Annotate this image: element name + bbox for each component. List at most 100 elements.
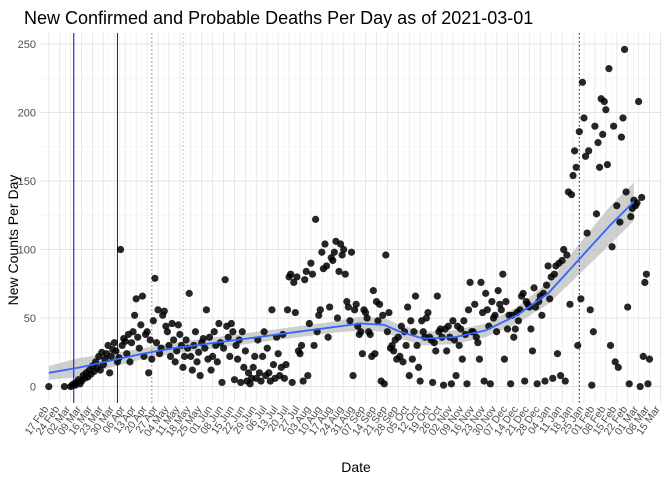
data-point [351, 306, 359, 314]
data-point [209, 352, 217, 361]
data-point [219, 344, 228, 352]
data-point [221, 276, 229, 284]
data-point [287, 270, 295, 278]
y-axis-title: New Counts Per Day [5, 175, 21, 306]
data-point [230, 376, 239, 384]
data-point [602, 106, 610, 114]
data-point [503, 325, 512, 333]
data-point [594, 139, 602, 147]
data-point [497, 306, 505, 314]
data-point [126, 358, 134, 366]
data-point [458, 355, 466, 363]
data-point [549, 374, 557, 382]
data-point [357, 328, 365, 336]
data-point [268, 306, 276, 314]
data-point [380, 380, 388, 388]
data-point [600, 97, 608, 106]
data-point [447, 380, 455, 388]
data-point [205, 333, 214, 341]
data-point [226, 352, 234, 361]
data-point [500, 355, 509, 363]
data-point [443, 347, 451, 355]
data-point [614, 363, 622, 371]
data-point [592, 210, 601, 218]
data-point [499, 270, 507, 278]
data-point [622, 188, 630, 196]
data-point [104, 341, 112, 350]
data-point [179, 363, 187, 371]
data-point [399, 358, 407, 366]
data-point [165, 341, 173, 350]
data-point [452, 371, 460, 380]
data-point [123, 350, 131, 358]
data-point [338, 251, 346, 259]
data-point [304, 371, 312, 380]
data-point [215, 319, 223, 328]
data-point [207, 366, 215, 374]
data-point [301, 276, 309, 284]
data-point [265, 369, 273, 377]
data-point [407, 317, 415, 325]
data-point [532, 303, 540, 311]
data-point [502, 297, 510, 306]
data-point [546, 295, 554, 303]
data-point [137, 321, 145, 329]
data-point [154, 306, 162, 314]
data-point [121, 337, 129, 345]
data-point [494, 287, 502, 295]
data-point [371, 350, 379, 358]
data-point [174, 321, 182, 329]
data-point [466, 278, 474, 287]
data-point [369, 287, 377, 295]
data-point [572, 163, 580, 171]
x-axis-title: Date [341, 459, 371, 475]
data-point [194, 348, 203, 356]
data-point [308, 270, 317, 278]
data-point [397, 322, 406, 330]
data-point [329, 256, 337, 265]
data-point [196, 371, 204, 380]
data-point [312, 215, 320, 223]
data-point [349, 371, 357, 380]
data-point [588, 381, 596, 389]
data-point [510, 333, 518, 341]
data-point [60, 382, 69, 391]
data-point [132, 295, 140, 303]
data-point [210, 328, 218, 336]
data-point [463, 380, 471, 388]
data-point [187, 352, 195, 361]
data-point [569, 171, 577, 180]
data-point [591, 122, 599, 130]
data-point [571, 147, 579, 155]
data-point [257, 377, 265, 385]
data-point [274, 350, 282, 358]
data-point [416, 377, 424, 385]
data-point [644, 380, 652, 388]
data-point [160, 307, 168, 315]
data-point [610, 122, 618, 130]
data-point [633, 199, 641, 207]
data-point [645, 355, 654, 363]
data-point [641, 278, 649, 287]
data-point [457, 325, 465, 333]
data-point [538, 311, 546, 319]
data-point [344, 303, 352, 311]
data-point [182, 336, 190, 344]
data-point [541, 377, 549, 385]
data-point [283, 306, 292, 314]
data-point [315, 311, 323, 319]
data-point [603, 160, 611, 169]
data-point [244, 369, 253, 377]
y-tick-label: 250 [18, 39, 36, 51]
data-point [385, 308, 393, 317]
data-point [299, 377, 307, 385]
data-point [574, 341, 582, 350]
data-point [405, 371, 413, 380]
data-point [624, 303, 632, 311]
smooth-curve [48, 200, 635, 374]
data-point [280, 374, 289, 382]
data-point [227, 319, 235, 328]
data-point [333, 314, 342, 322]
data-point [638, 193, 646, 202]
